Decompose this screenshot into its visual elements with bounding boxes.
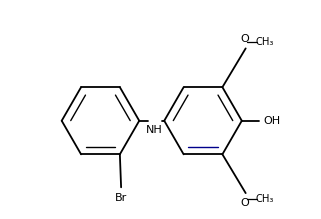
Text: O: O xyxy=(240,34,249,44)
Text: O: O xyxy=(240,198,249,208)
Text: CH₃: CH₃ xyxy=(255,37,273,47)
Text: Br: Br xyxy=(115,193,127,203)
Text: OH: OH xyxy=(263,116,280,126)
Text: NH: NH xyxy=(146,125,163,134)
Text: CH₃: CH₃ xyxy=(255,194,273,204)
